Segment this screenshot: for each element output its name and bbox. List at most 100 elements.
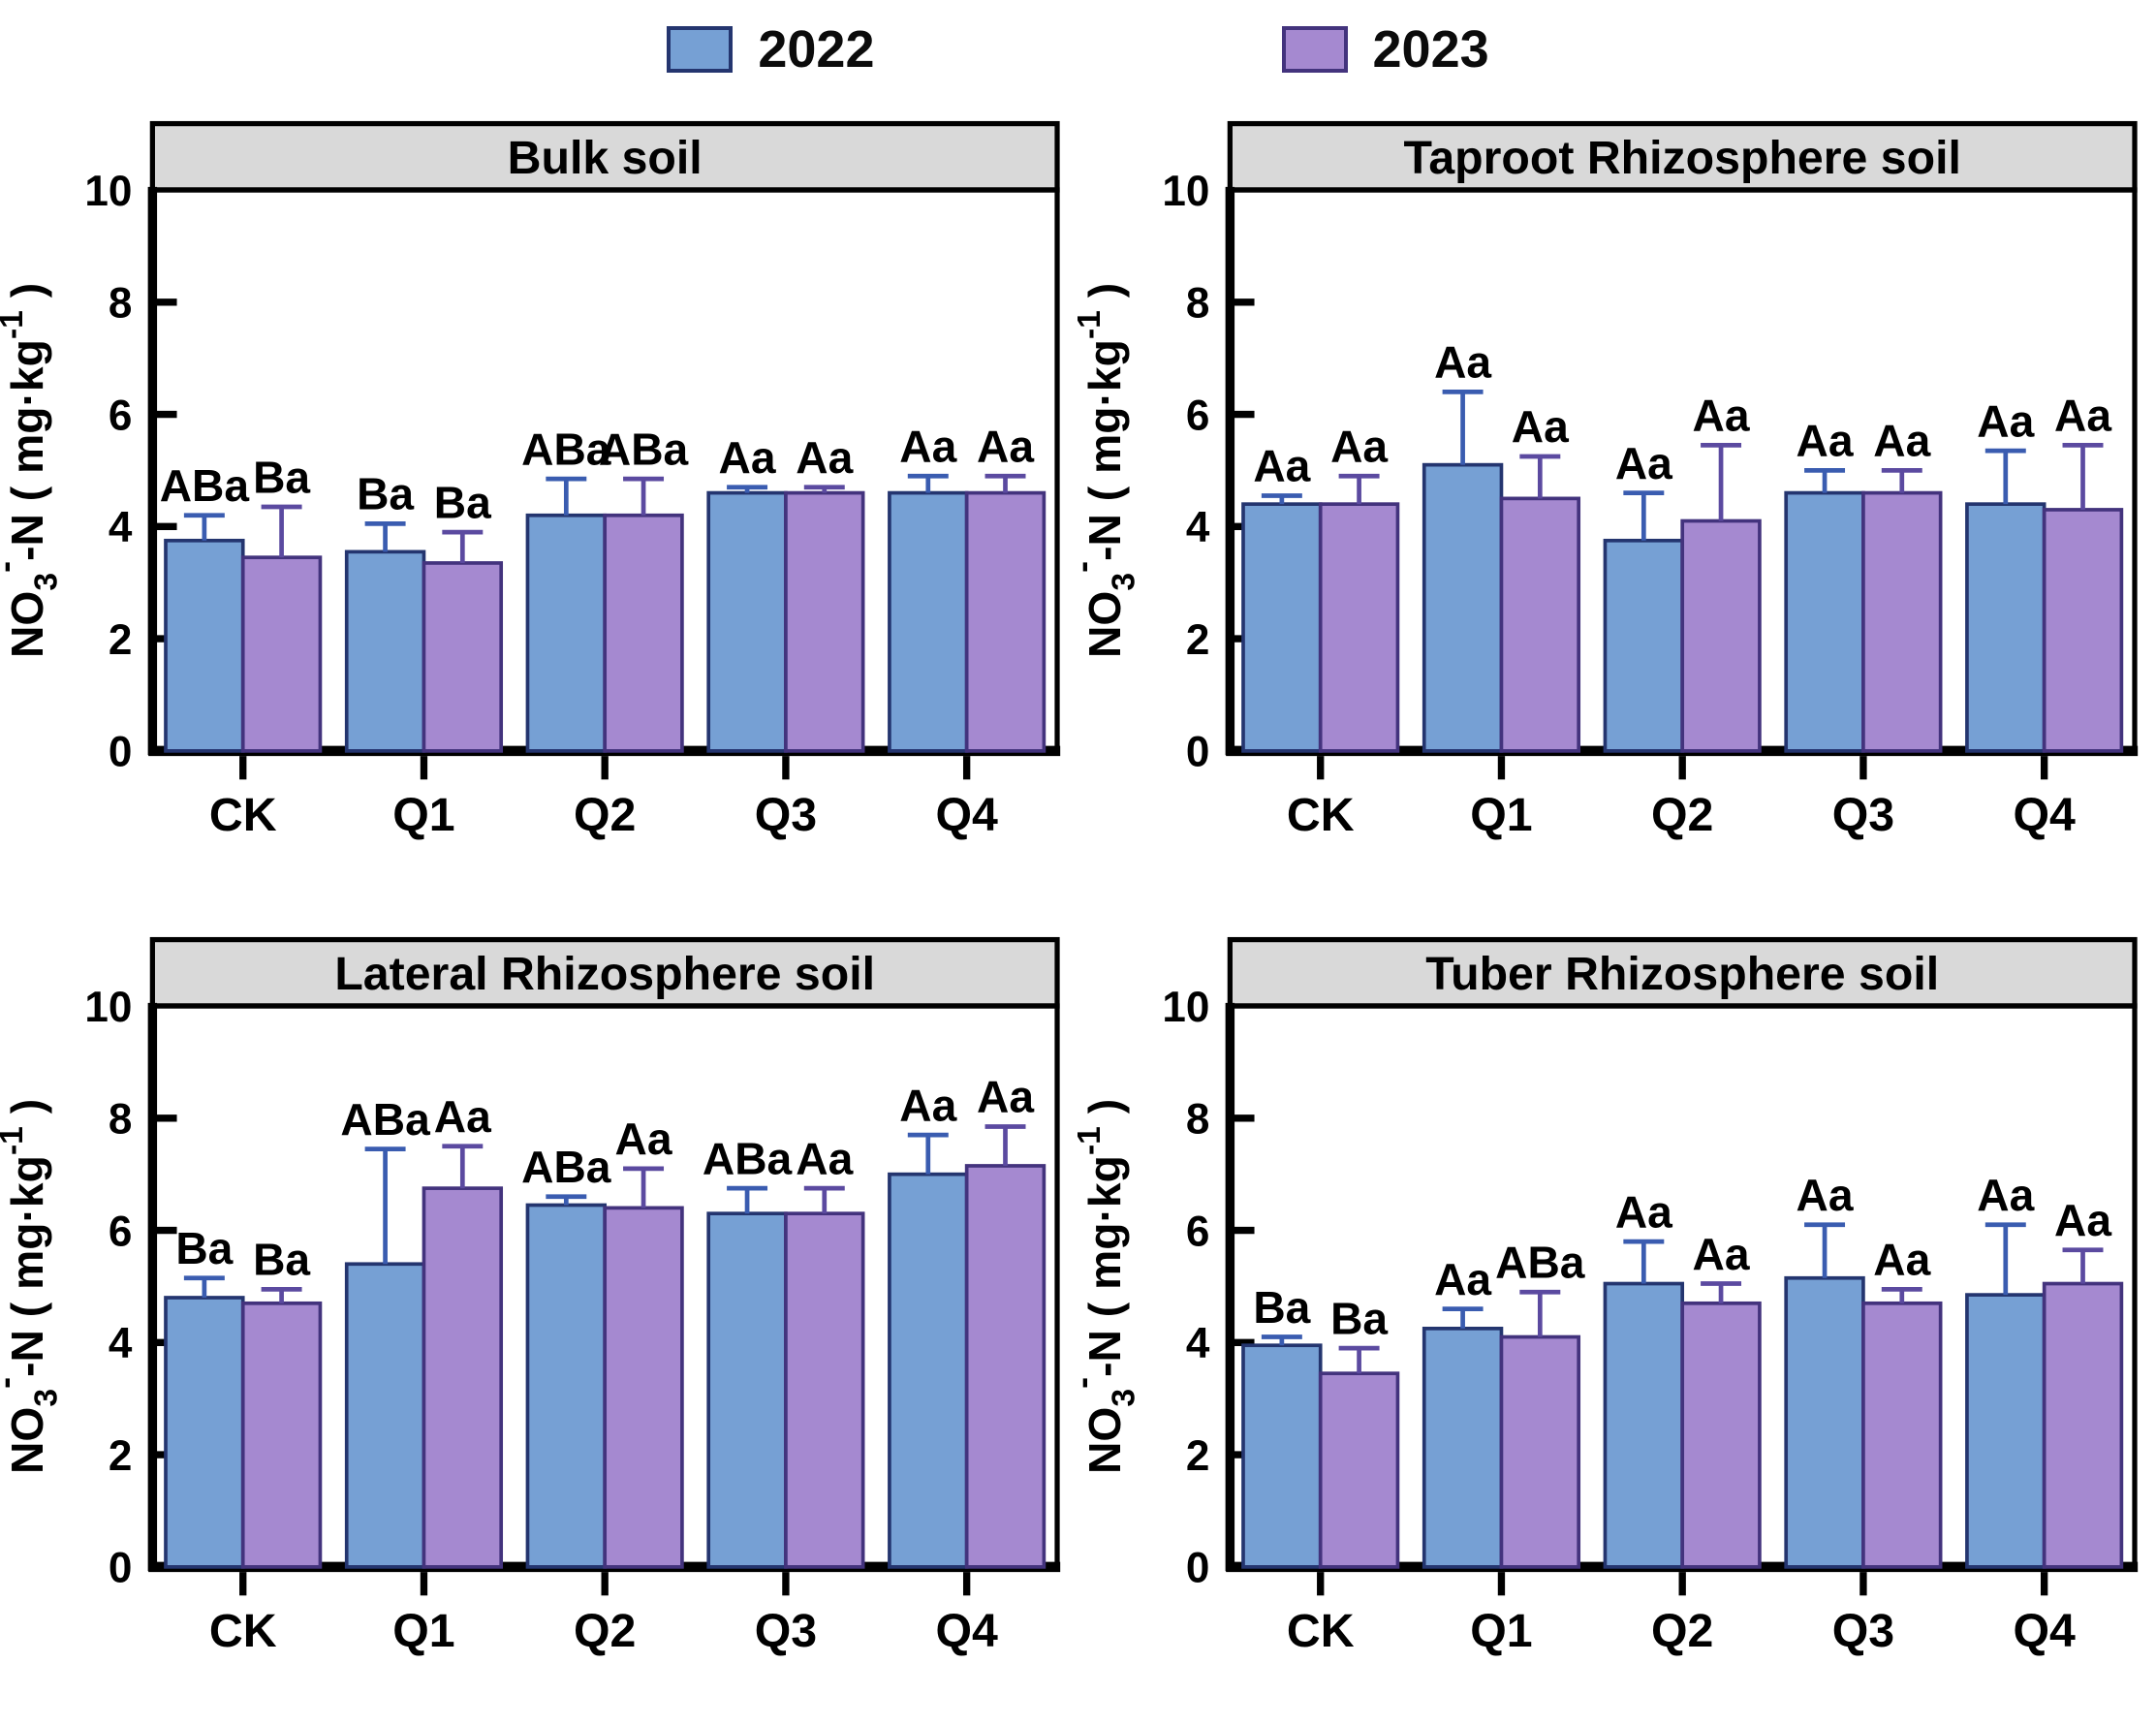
bar-2023-Q2 bbox=[603, 513, 684, 753]
legend-label-2022: 2022 bbox=[758, 20, 875, 78]
sig-letter-2022-Q3: Aa bbox=[719, 432, 776, 483]
sig-letter-2022-CK: Ba bbox=[175, 1223, 233, 1273]
sig-letter-2023-Q3: Aa bbox=[796, 1133, 853, 1183]
bar-2023-CK bbox=[1318, 502, 1400, 753]
legend-item-2023: 2023 bbox=[1281, 19, 1489, 79]
bar-2022-Q4 bbox=[888, 1172, 969, 1569]
sig-letter-2023-Q1: Ba bbox=[434, 477, 491, 527]
sig-letter-2022-Q1: Aa bbox=[1434, 1254, 1491, 1304]
y-tick-label: 2 bbox=[1186, 1432, 1210, 1480]
bar-2022-Q2 bbox=[1603, 1281, 1685, 1569]
bar-2023-Q1 bbox=[1499, 496, 1581, 753]
bar-2022-Q2 bbox=[525, 1203, 608, 1569]
y-tick-label: 2 bbox=[1186, 616, 1210, 664]
sig-letter-2023-Q1: Aa bbox=[1512, 401, 1569, 452]
bar-2023-Q4 bbox=[964, 1164, 1047, 1569]
y-tick-label: 6 bbox=[109, 1208, 133, 1255]
x-tick-label: CK bbox=[209, 1605, 277, 1657]
y-tick-label: 6 bbox=[1186, 1208, 1210, 1255]
sig-letter-2023-Q2: Aa bbox=[1693, 391, 1750, 441]
bar-2023-Q1 bbox=[422, 561, 504, 753]
bar-2022-Q1 bbox=[1422, 462, 1504, 753]
bar-2022-Q4 bbox=[1965, 502, 2047, 753]
sig-letter-2023-Q4: Aa bbox=[977, 1072, 1034, 1122]
y-tick-label: 8 bbox=[1186, 1095, 1210, 1143]
x-tick-label: Q2 bbox=[574, 1605, 636, 1657]
x-tick-label: Q2 bbox=[574, 789, 636, 841]
bar-2022-CK bbox=[1241, 502, 1323, 753]
bar-2023-Q1 bbox=[422, 1186, 504, 1569]
x-tick-label: Q1 bbox=[392, 789, 454, 841]
panel-title-strip bbox=[149, 936, 1060, 1009]
legend-swatch-2023 bbox=[1281, 26, 1348, 73]
x-tick-label: Q4 bbox=[935, 789, 997, 841]
sig-letter-2022-CK: ABa bbox=[160, 460, 250, 511]
bar-2023-Q4 bbox=[2042, 508, 2124, 753]
y-tick-label: 0 bbox=[109, 1545, 133, 1592]
bar-2022-Q3 bbox=[1784, 1275, 1865, 1569]
sig-letter-2023-Q2: ABa bbox=[599, 424, 689, 474]
y-axis-label: NO3--N ( mg·kg-1 ) bbox=[1078, 1099, 1142, 1474]
sig-letter-2023-Q3: Aa bbox=[1873, 416, 1930, 466]
sig-letter-2023-Q3: Aa bbox=[796, 432, 853, 483]
panel-title: Lateral Rhizosphere soil bbox=[334, 948, 875, 1000]
bar-2022-CK bbox=[164, 538, 245, 753]
sig-letter-2022-Q2: ABa bbox=[521, 1142, 611, 1192]
y-tick-label: 4 bbox=[109, 1320, 133, 1367]
y-tick-label: 10 bbox=[1162, 984, 1209, 1031]
y-tick-label: 6 bbox=[1186, 392, 1210, 439]
x-tick-label: Q1 bbox=[1470, 1605, 1532, 1657]
y-tick-label: 8 bbox=[109, 279, 133, 327]
sig-letter-2023-CK: Aa bbox=[1330, 421, 1388, 471]
x-tick-label: Q3 bbox=[1832, 789, 1894, 841]
x-tick-label: CK bbox=[1287, 1605, 1355, 1657]
panel-title: Tuber Rhizosphere soil bbox=[1425, 948, 1939, 1000]
sig-letter-2022-Q1: ABa bbox=[340, 1094, 430, 1145]
sig-letter-2023-Q4: Aa bbox=[2054, 391, 2111, 441]
y-tick-label: 8 bbox=[1186, 279, 1210, 327]
sig-letter-2022-Q4: Aa bbox=[899, 1080, 956, 1130]
sig-letter-2022-Q3: ABa bbox=[703, 1133, 793, 1183]
sig-letter-2023-Q2: Aa bbox=[615, 1114, 672, 1164]
y-axis-label: NO3--N ( mg·kg-1 ) bbox=[0, 1099, 65, 1474]
sig-letter-2023-Q1: ABa bbox=[1495, 1237, 1585, 1287]
x-tick-label: Q2 bbox=[1651, 789, 1713, 841]
chart-taproot-rhizosphere-soil: Taproot Rhizosphere soil 0 2 4 6 8 10 CK Aa Aa Q1 A… bbox=[1078, 120, 2139, 841]
bar-2023-Q2 bbox=[603, 1206, 684, 1569]
bar-2022-Q1 bbox=[344, 1262, 426, 1569]
sig-letter-2023-CK: Ba bbox=[253, 452, 310, 502]
bar-2022-Q3 bbox=[1784, 490, 1865, 753]
bar-2023-CK bbox=[1318, 1371, 1400, 1569]
y-tick-label: 0 bbox=[109, 729, 133, 776]
panel-title-strip bbox=[1227, 936, 2138, 1009]
x-tick-label: CK bbox=[1287, 789, 1355, 841]
x-tick-label: CK bbox=[209, 789, 277, 841]
sig-letter-2022-Q4: Aa bbox=[1977, 1170, 2034, 1220]
bar-2023-Q2 bbox=[1680, 1301, 1762, 1569]
legend-swatch-2022 bbox=[667, 26, 734, 73]
y-tick-label: 4 bbox=[109, 504, 133, 551]
y-tick-label: 10 bbox=[84, 984, 132, 1031]
y-tick-label: 0 bbox=[1186, 729, 1210, 776]
sig-letter-2022-Q2: ABa bbox=[521, 424, 611, 474]
sig-letter-2023-CK: Ba bbox=[253, 1235, 310, 1285]
x-tick-label: Q3 bbox=[1832, 1605, 1894, 1657]
bar-2022-CK bbox=[164, 1296, 245, 1569]
y-tick-label: 2 bbox=[109, 616, 133, 664]
x-tick-label: Q3 bbox=[755, 789, 817, 841]
sig-letter-2022-Q2: Aa bbox=[1615, 438, 1672, 488]
sig-letter-2022-CK: Aa bbox=[1253, 441, 1310, 491]
y-tick-label: 10 bbox=[84, 168, 132, 215]
sig-letter-2022-Q2: Aa bbox=[1615, 1186, 1672, 1237]
x-tick-label: Q3 bbox=[755, 1605, 817, 1657]
sig-letter-2022-Q3: Aa bbox=[1797, 1170, 1854, 1220]
bar-2023-Q3 bbox=[784, 1211, 865, 1569]
sig-letter-2022-Q3: Aa bbox=[1797, 416, 1854, 466]
x-tick-label: Q1 bbox=[1470, 789, 1532, 841]
y-tick-label: 4 bbox=[1186, 1320, 1210, 1367]
y-axis-label: NO3--N ( mg·kg-1 ) bbox=[0, 283, 65, 658]
bar-2023-Q3 bbox=[1861, 1301, 1943, 1569]
y-tick-label: 6 bbox=[109, 392, 133, 439]
